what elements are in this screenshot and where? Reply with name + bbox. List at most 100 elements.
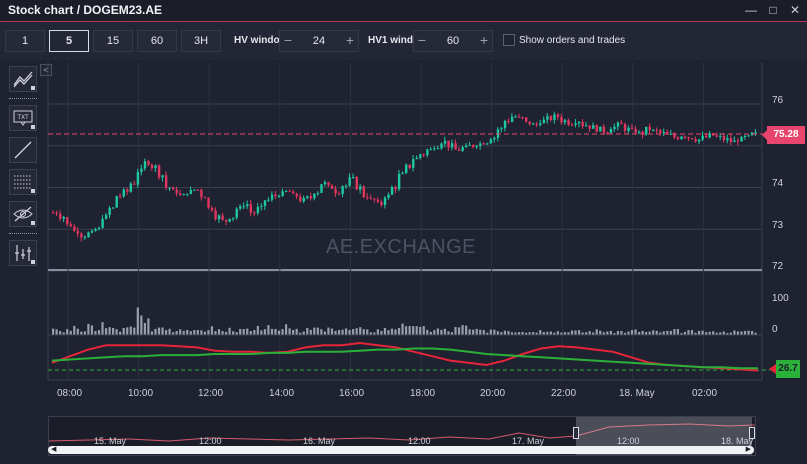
volume-tick-0: 0 xyxy=(772,324,778,335)
candle xyxy=(556,114,560,117)
candle xyxy=(740,137,743,142)
volume-bar xyxy=(397,327,401,335)
candle xyxy=(613,126,616,130)
candle xyxy=(292,191,295,194)
timeframe-60-button[interactable]: 60 xyxy=(137,30,177,52)
volume-bar xyxy=(630,330,634,335)
indicators-icon[interactable] xyxy=(9,240,37,266)
close-icon[interactable]: ✕ xyxy=(789,3,801,17)
time-tick-1400: 14:00 xyxy=(269,388,295,399)
candle xyxy=(743,135,747,138)
price-tick-76: 76 xyxy=(772,95,784,106)
hv1-window-stepper: − 60 + xyxy=(413,30,493,52)
candle xyxy=(359,186,362,190)
watermark: AE.EXCHANGE xyxy=(326,236,476,258)
volume-bar xyxy=(733,330,736,335)
candle xyxy=(376,199,380,202)
candle xyxy=(708,133,711,138)
candle xyxy=(387,194,390,198)
volume-bar xyxy=(373,332,376,335)
volume-bar xyxy=(645,332,648,335)
hv-window-input[interactable]: 24 xyxy=(312,35,326,47)
volume-bar xyxy=(313,327,316,335)
scroll-right-icon[interactable]: ▶ xyxy=(745,446,751,453)
timeframe-3h-button[interactable]: 3H xyxy=(181,30,221,52)
navigator-left-handle[interactable] xyxy=(573,427,579,439)
candle xyxy=(623,124,627,131)
volume-bar xyxy=(429,331,432,335)
timeframe-1-button[interactable]: 1 xyxy=(5,30,45,52)
candle xyxy=(246,204,249,207)
candle xyxy=(517,116,521,118)
volume-bar xyxy=(613,333,616,335)
volume-bar xyxy=(588,331,591,335)
grid-lines-icon[interactable] xyxy=(9,169,37,195)
candle xyxy=(450,143,454,148)
hv1-decrease-button[interactable]: − xyxy=(417,32,427,48)
volume-bar xyxy=(546,331,549,335)
volume-bar xyxy=(62,332,65,335)
volume-bar xyxy=(475,328,478,335)
volume-bar xyxy=(253,329,256,335)
candle xyxy=(507,120,510,122)
navigator-right-handle[interactable] xyxy=(749,427,755,439)
volume-bar xyxy=(344,328,348,335)
volume-bar xyxy=(754,332,757,335)
hv1-increase-button[interactable]: + xyxy=(479,32,489,48)
candle xyxy=(150,164,154,169)
maximize-icon[interactable]: □ xyxy=(769,3,777,17)
volume-bar xyxy=(450,332,454,335)
candle xyxy=(479,143,482,146)
candle xyxy=(108,207,111,215)
volume-bar xyxy=(412,326,415,335)
text-icon[interactable]: TXT xyxy=(9,105,37,131)
volume-bar xyxy=(705,332,708,335)
trend-line-icon[interactable] xyxy=(9,66,37,92)
time-tick-1600: 16:00 xyxy=(339,388,365,399)
candle xyxy=(366,196,369,198)
candle xyxy=(59,213,62,219)
volume-bar xyxy=(133,327,136,335)
volume-bar xyxy=(680,333,683,335)
candle xyxy=(581,121,584,127)
volume-bar xyxy=(246,328,249,335)
price-badge-pointer xyxy=(762,130,767,140)
volume-bar xyxy=(712,331,715,335)
volume-bar xyxy=(186,330,189,335)
scroll-left-icon[interactable]: ◀ xyxy=(51,446,57,453)
timeframe-5-button[interactable]: 5 xyxy=(49,30,89,52)
volume-bar xyxy=(263,329,266,335)
navigator-scrollbar[interactable]: ◀ ▶ xyxy=(48,446,756,454)
hv-decrease-button[interactable]: − xyxy=(283,32,293,48)
candle xyxy=(87,232,90,238)
hide-icon[interactable] xyxy=(9,201,37,227)
volume-bar xyxy=(535,332,538,335)
candle xyxy=(101,218,104,228)
candle xyxy=(503,120,507,129)
volume-bar xyxy=(362,329,365,335)
line-icon[interactable] xyxy=(9,137,37,163)
hv1-window-input[interactable]: 60 xyxy=(446,35,460,47)
candle xyxy=(136,171,140,185)
volume-bar xyxy=(73,325,76,335)
show-orders-checkbox[interactable] xyxy=(503,34,515,46)
candle xyxy=(383,197,387,206)
candle xyxy=(719,135,722,137)
scrollbar-thumb[interactable]: ◀ ▶ xyxy=(48,446,754,454)
volume-bar xyxy=(87,323,90,335)
candle xyxy=(465,145,468,148)
candle xyxy=(320,184,323,193)
candle xyxy=(648,126,651,130)
volume-bar xyxy=(267,325,270,335)
candle xyxy=(528,121,531,124)
candle xyxy=(521,117,524,119)
minimize-icon[interactable]: — xyxy=(745,3,757,17)
volume-bar xyxy=(436,328,439,335)
timeframe-15-button[interactable]: 15 xyxy=(93,30,133,52)
candle xyxy=(415,157,418,160)
hv-increase-button[interactable]: + xyxy=(345,32,355,48)
collapse-tools-button[interactable]: < xyxy=(40,64,52,76)
candle xyxy=(193,189,196,191)
candle xyxy=(295,193,298,197)
